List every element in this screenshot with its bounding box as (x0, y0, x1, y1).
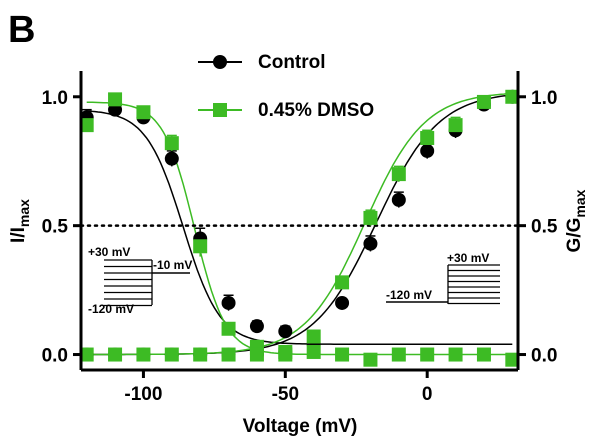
y-left-tick-label: 1.0 (42, 88, 68, 109)
inset-left-label-test: -10 mV (153, 258, 192, 272)
fit-control-inactivation (86, 110, 513, 345)
axes (79, 71, 520, 372)
point-dmso-activation (505, 89, 520, 104)
y-right-tick-label: 0.5 (531, 217, 558, 238)
point-control-activation (420, 143, 435, 158)
legend-control-marker (213, 55, 227, 69)
y-right-tick-label: 0.0 (531, 346, 557, 367)
point-control-inactivation (164, 151, 179, 166)
inset-activation-protocol: +30 mV -120 mV (386, 251, 500, 305)
inset-right-label-bottom: -120 mV (386, 288, 432, 302)
point-dmso-inactivation (221, 321, 236, 336)
fit-dmso-inactivation (86, 101, 513, 356)
y-right-tick-label: 1.0 (531, 88, 557, 109)
point-dmso-inactivation (391, 347, 406, 362)
point-dmso-inactivation (476, 347, 491, 362)
data-points (79, 89, 520, 367)
legend-entry-control: Control (198, 52, 326, 73)
inset-inactivation-protocol: +30 mV -10 mV -120 mV (88, 245, 192, 316)
point-control-activation (391, 192, 406, 207)
point-dmso-activation (420, 131, 435, 146)
point-dmso-activation (108, 347, 123, 362)
inset-left-step-lines (104, 259, 153, 307)
point-control-activation (335, 295, 350, 310)
point-dmso-inactivation (193, 239, 208, 254)
point-dmso-activation (448, 118, 463, 133)
point-control-inactivation (249, 319, 264, 334)
x-axis-label: Voltage (mV) (243, 416, 358, 437)
point-dmso-activation (278, 347, 293, 362)
inset-right-step-lines (447, 264, 500, 305)
x-tick-label: 0 (422, 384, 433, 405)
axis-ticks: -100 -50 0 0.0 0.0 0.5 0.5 1.0 1.0 (42, 88, 558, 405)
inset-right-label-top: +30 mV (447, 251, 489, 265)
y-right-label-sub: max (572, 189, 588, 217)
point-dmso-activation (335, 275, 350, 290)
inset-left-label-bottom: -120 mV (88, 302, 134, 316)
y-left-tick-label: 0.0 (42, 346, 68, 367)
point-dmso-inactivation (79, 118, 94, 133)
point-control-activation (363, 236, 378, 251)
y-left-label-sub: max (16, 199, 32, 227)
point-control-inactivation (278, 324, 293, 339)
legend: Control 0.45% DMSO (198, 52, 374, 121)
point-dmso-inactivation (136, 105, 151, 120)
point-dmso-activation (136, 347, 151, 362)
point-dmso-activation (221, 347, 236, 362)
point-dmso-activation (363, 210, 378, 225)
x-tick-label: -100 (124, 384, 162, 405)
point-dmso-activation (164, 347, 179, 362)
legend-control-label: Control (258, 52, 326, 73)
y-left-tick-label: 0.5 (42, 217, 69, 238)
point-dmso-activation (249, 347, 264, 362)
inset-left-label-top: +30 mV (88, 245, 130, 259)
panel-label: B (8, 9, 35, 51)
point-dmso-inactivation (505, 352, 520, 367)
point-dmso-inactivation (335, 347, 350, 362)
legend-entry-dmso: 0.45% DMSO (198, 100, 374, 121)
legend-dmso-label: 0.45% DMSO (258, 100, 374, 121)
point-dmso-activation (79, 347, 94, 362)
y-right-label-main: G/G (564, 218, 585, 253)
point-dmso-inactivation (306, 344, 321, 359)
point-dmso-activation (306, 329, 321, 344)
point-dmso-inactivation (108, 92, 123, 107)
x-tick-label: -50 (272, 384, 299, 405)
fit-dmso-activation (86, 92, 513, 356)
point-dmso-inactivation (448, 347, 463, 362)
point-dmso-inactivation (420, 347, 435, 362)
point-dmso-activation (391, 167, 406, 182)
point-dmso-activation (193, 347, 208, 362)
y-axis-right-label: G/Gmax (564, 189, 588, 252)
point-dmso-inactivation (363, 352, 378, 367)
legend-dmso-marker (213, 103, 227, 117)
point-dmso-inactivation (164, 136, 179, 151)
point-dmso-activation (476, 94, 491, 109)
y-axis-left-label: I/Imax (8, 199, 32, 243)
y-left-label-main: I/I (8, 227, 29, 243)
point-control-inactivation (221, 295, 236, 310)
fit-curves (86, 92, 513, 356)
